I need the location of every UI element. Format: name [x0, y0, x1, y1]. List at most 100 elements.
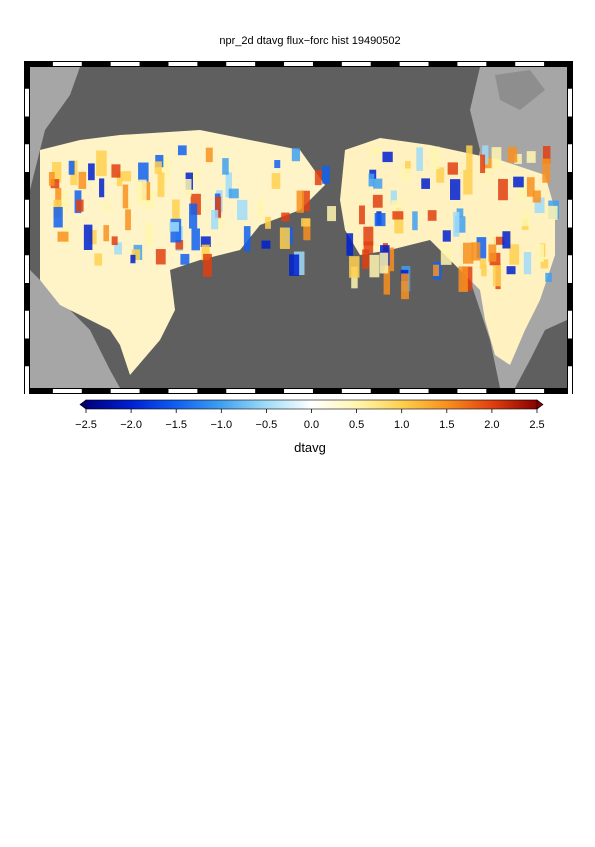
map-title: npr_2d dtavg flux−forc hist 19490502: [219, 35, 400, 47]
frame-check: [399, 389, 429, 393]
colorbar-tick-label: 0.5: [349, 419, 364, 431]
data-cell: [368, 173, 375, 187]
land: [30, 270, 120, 388]
data-cell: [430, 146, 440, 170]
data-cell: [369, 254, 380, 278]
data-cell: [291, 148, 301, 162]
data-cell: [121, 171, 132, 182]
data-cell: [48, 171, 55, 186]
data-cell: [382, 151, 393, 163]
frame-check: [568, 255, 572, 283]
data-cell: [225, 172, 233, 198]
data-cell: [363, 241, 374, 254]
data-cell: [155, 249, 166, 265]
data-cell: [103, 225, 110, 242]
data-cell: [433, 264, 440, 277]
colorbar-tick-label: 2.0: [484, 419, 499, 431]
data-cell: [138, 162, 149, 182]
data-cell: [99, 178, 105, 198]
data-cell: [363, 226, 374, 246]
data-cell: [346, 233, 354, 256]
data-cell: [271, 173, 281, 189]
data-cell: [281, 212, 290, 222]
data-cell: [453, 211, 460, 237]
data-cell: [222, 158, 229, 175]
data-cell: [401, 273, 409, 300]
data-cell: [517, 182, 527, 201]
data-cell: [78, 171, 87, 189]
data-cell: [172, 199, 180, 223]
colorbar: −2.5 −2.0 −1.5 −1.0 −0.5 0.0 0.5 1.0 1.5 2.0 2.5: [75, 399, 545, 431]
colorbar-tick-label: 1.5: [439, 419, 454, 431]
data-cell: [471, 242, 481, 261]
data-cell: [145, 222, 154, 246]
data-cell: [349, 256, 360, 278]
data-cell: [228, 188, 239, 199]
data-cell: [203, 253, 212, 277]
data-cell: [175, 240, 184, 250]
frame-check: [568, 310, 572, 339]
frame-check: [25, 144, 29, 172]
data-cell: [391, 200, 402, 220]
data-cell: [215, 217, 224, 228]
data-cell: [526, 177, 535, 197]
data-cell: [169, 222, 179, 232]
data-cell: [322, 165, 330, 184]
data-cell: [455, 216, 466, 233]
data-cell: [545, 272, 552, 282]
data-cell: [89, 230, 97, 245]
land: [495, 70, 545, 110]
data-cell: [53, 207, 63, 228]
data-cell: [483, 157, 494, 169]
data-cell: [450, 179, 461, 200]
data-cell: [103, 203, 110, 212]
colorbar-body: [85, 399, 538, 410]
data-cell: [442, 230, 451, 242]
data-cell: [416, 147, 423, 171]
data-cell: [520, 210, 531, 227]
data-cell: [68, 160, 75, 175]
data-cell: [394, 215, 404, 234]
data-cell: [116, 171, 123, 187]
data-cell: [94, 253, 103, 266]
data-cell: [534, 197, 545, 214]
colorbar-tick-label: 2.5: [529, 419, 544, 431]
data-cell: [462, 242, 474, 264]
colorbar-tick-label: −0.5: [256, 419, 278, 431]
data-cell: [327, 206, 337, 222]
frame-check: [25, 310, 29, 339]
frame-check: [515, 389, 545, 393]
data-cell: [392, 211, 404, 220]
frame-check: [284, 389, 313, 393]
data-cell: [52, 161, 62, 183]
data-cell: [480, 154, 486, 174]
land: [30, 67, 80, 190]
data-cell: [485, 167, 492, 179]
data-cell: [447, 162, 458, 175]
data-cell: [162, 169, 170, 179]
colorbar-tick-label: −1.5: [165, 419, 187, 431]
data-cell: [421, 178, 430, 189]
data-cell: [76, 199, 84, 212]
frame-check: [515, 62, 545, 66]
data-cell: [523, 252, 532, 275]
data-cell: [390, 190, 397, 205]
data-cell: [301, 218, 311, 227]
frame-check: [284, 62, 313, 66]
frame-check: [568, 199, 572, 228]
frame-check: [52, 62, 82, 66]
data-cell: [532, 190, 541, 203]
data-cell: [456, 208, 464, 218]
map: [24, 61, 573, 394]
data-cell: [509, 244, 520, 265]
data-cell: [125, 209, 131, 231]
data-cell: [303, 218, 311, 241]
data-cell: [154, 161, 162, 174]
data-cell: [379, 252, 389, 274]
data-cell: [257, 199, 264, 219]
frame-check: [457, 389, 487, 393]
data-cell: [536, 244, 544, 262]
data-cell: [201, 244, 210, 261]
data-cell: [126, 198, 132, 214]
